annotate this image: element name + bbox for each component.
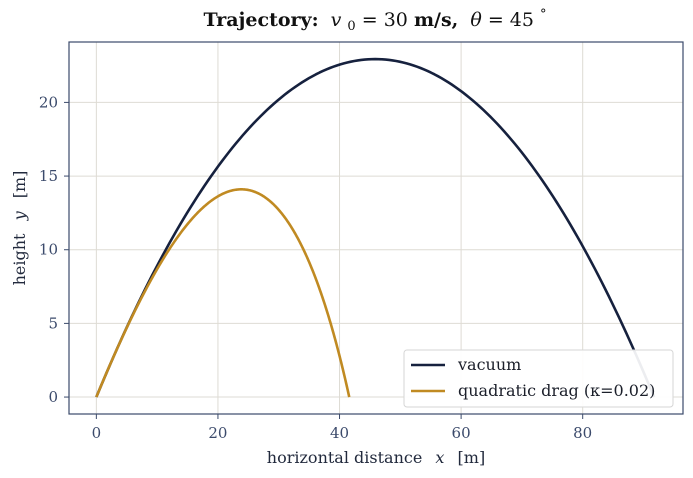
title-v: v (331, 9, 342, 31)
y-tick-label: 15 (39, 167, 58, 185)
series-lines (95, 57, 656, 399)
x-axis-label-text: horizontal distance (267, 448, 423, 467)
series-line-vacuum (95, 57, 656, 398)
title-eq1: = 30 (362, 9, 414, 31)
x-tick-label: 60 (452, 424, 471, 442)
x-axis-label-var: x (435, 448, 444, 467)
chart-title: Trajectory: v 0 = 30 m/s, θ = 45 ° (203, 7, 546, 35)
series-line-drag (95, 188, 351, 399)
y-tick-label: 10 (39, 241, 58, 259)
x-axis-label-unit: [m] (458, 448, 486, 467)
x-axis-label: horizontal distance x [m] (267, 448, 485, 467)
y-axis-label-text: height (10, 233, 29, 285)
x-tick-label: 80 (573, 424, 592, 442)
grid (69, 42, 683, 414)
y-axis-label-var: y (10, 210, 29, 221)
x-tick-label: 0 (92, 424, 102, 442)
y-tick-label: 20 (39, 93, 58, 111)
ticks: 0 20 40 60 80 0 5 10 15 20 (39, 93, 592, 442)
x-tick-label: 20 (208, 424, 227, 442)
title-deg: ° (540, 7, 547, 22)
title-theta: θ (470, 9, 482, 31)
x-tick-label: 40 (330, 424, 349, 442)
legend-label-drag: quadratic drag (κ=0.02) (458, 381, 655, 400)
title-eq2: = 45 (488, 9, 534, 31)
y-axis-label-unit: [m] (10, 171, 29, 199)
legend-box (403, 349, 674, 408)
y-tick-label: 5 (48, 314, 58, 332)
y-tick-label: 0 (48, 388, 58, 406)
y-axis-label: height y [m] (10, 171, 29, 286)
plot-frame (68, 41, 684, 415)
title-v-sub: 0 (347, 19, 355, 34)
title-unit: m/s, (414, 9, 458, 31)
title-bold: Trajectory: (203, 9, 318, 31)
legend: vacuum quadratic drag (κ=0.02) (403, 349, 674, 408)
legend-label-vacuum: vacuum (457, 355, 521, 374)
